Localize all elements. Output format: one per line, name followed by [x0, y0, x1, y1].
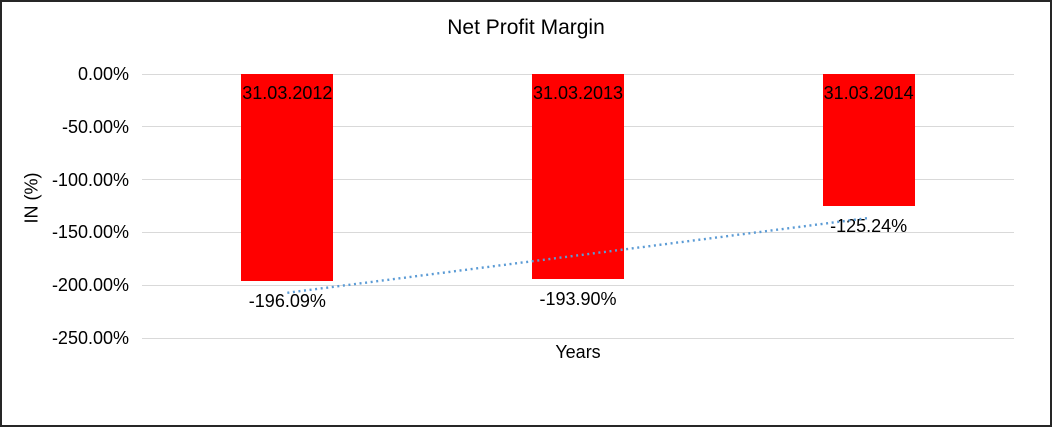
value-label: -193.90% — [539, 288, 617, 309]
gridline — [142, 284, 1014, 286]
red-bar — [532, 74, 624, 279]
category-label: 31.03.2013 — [532, 83, 624, 103]
value-label: -125.24% — [830, 216, 908, 237]
x-axis-title: Years — [555, 342, 601, 362]
red-bar — [822, 74, 915, 207]
y-axis-tick-label: -100.00% — [51, 169, 129, 190]
red-bar — [241, 74, 334, 282]
gridline — [142, 337, 1014, 339]
value-label: -196.09% — [248, 291, 326, 312]
chart-title: Net Profit Margin — [447, 16, 605, 39]
y-axis-tick-label: -150.00% — [51, 222, 129, 243]
y-axis-tick-label: 0.00% — [77, 64, 129, 84]
y-axis-tick-label: -250.00% — [51, 328, 129, 348]
y-axis-tick-label: -50.00% — [61, 116, 129, 137]
category-label: 31.03.2014 — [823, 83, 914, 103]
category-label: 31.03.2012 — [242, 83, 333, 103]
y-axis-tick-label: -200.00% — [51, 275, 129, 296]
